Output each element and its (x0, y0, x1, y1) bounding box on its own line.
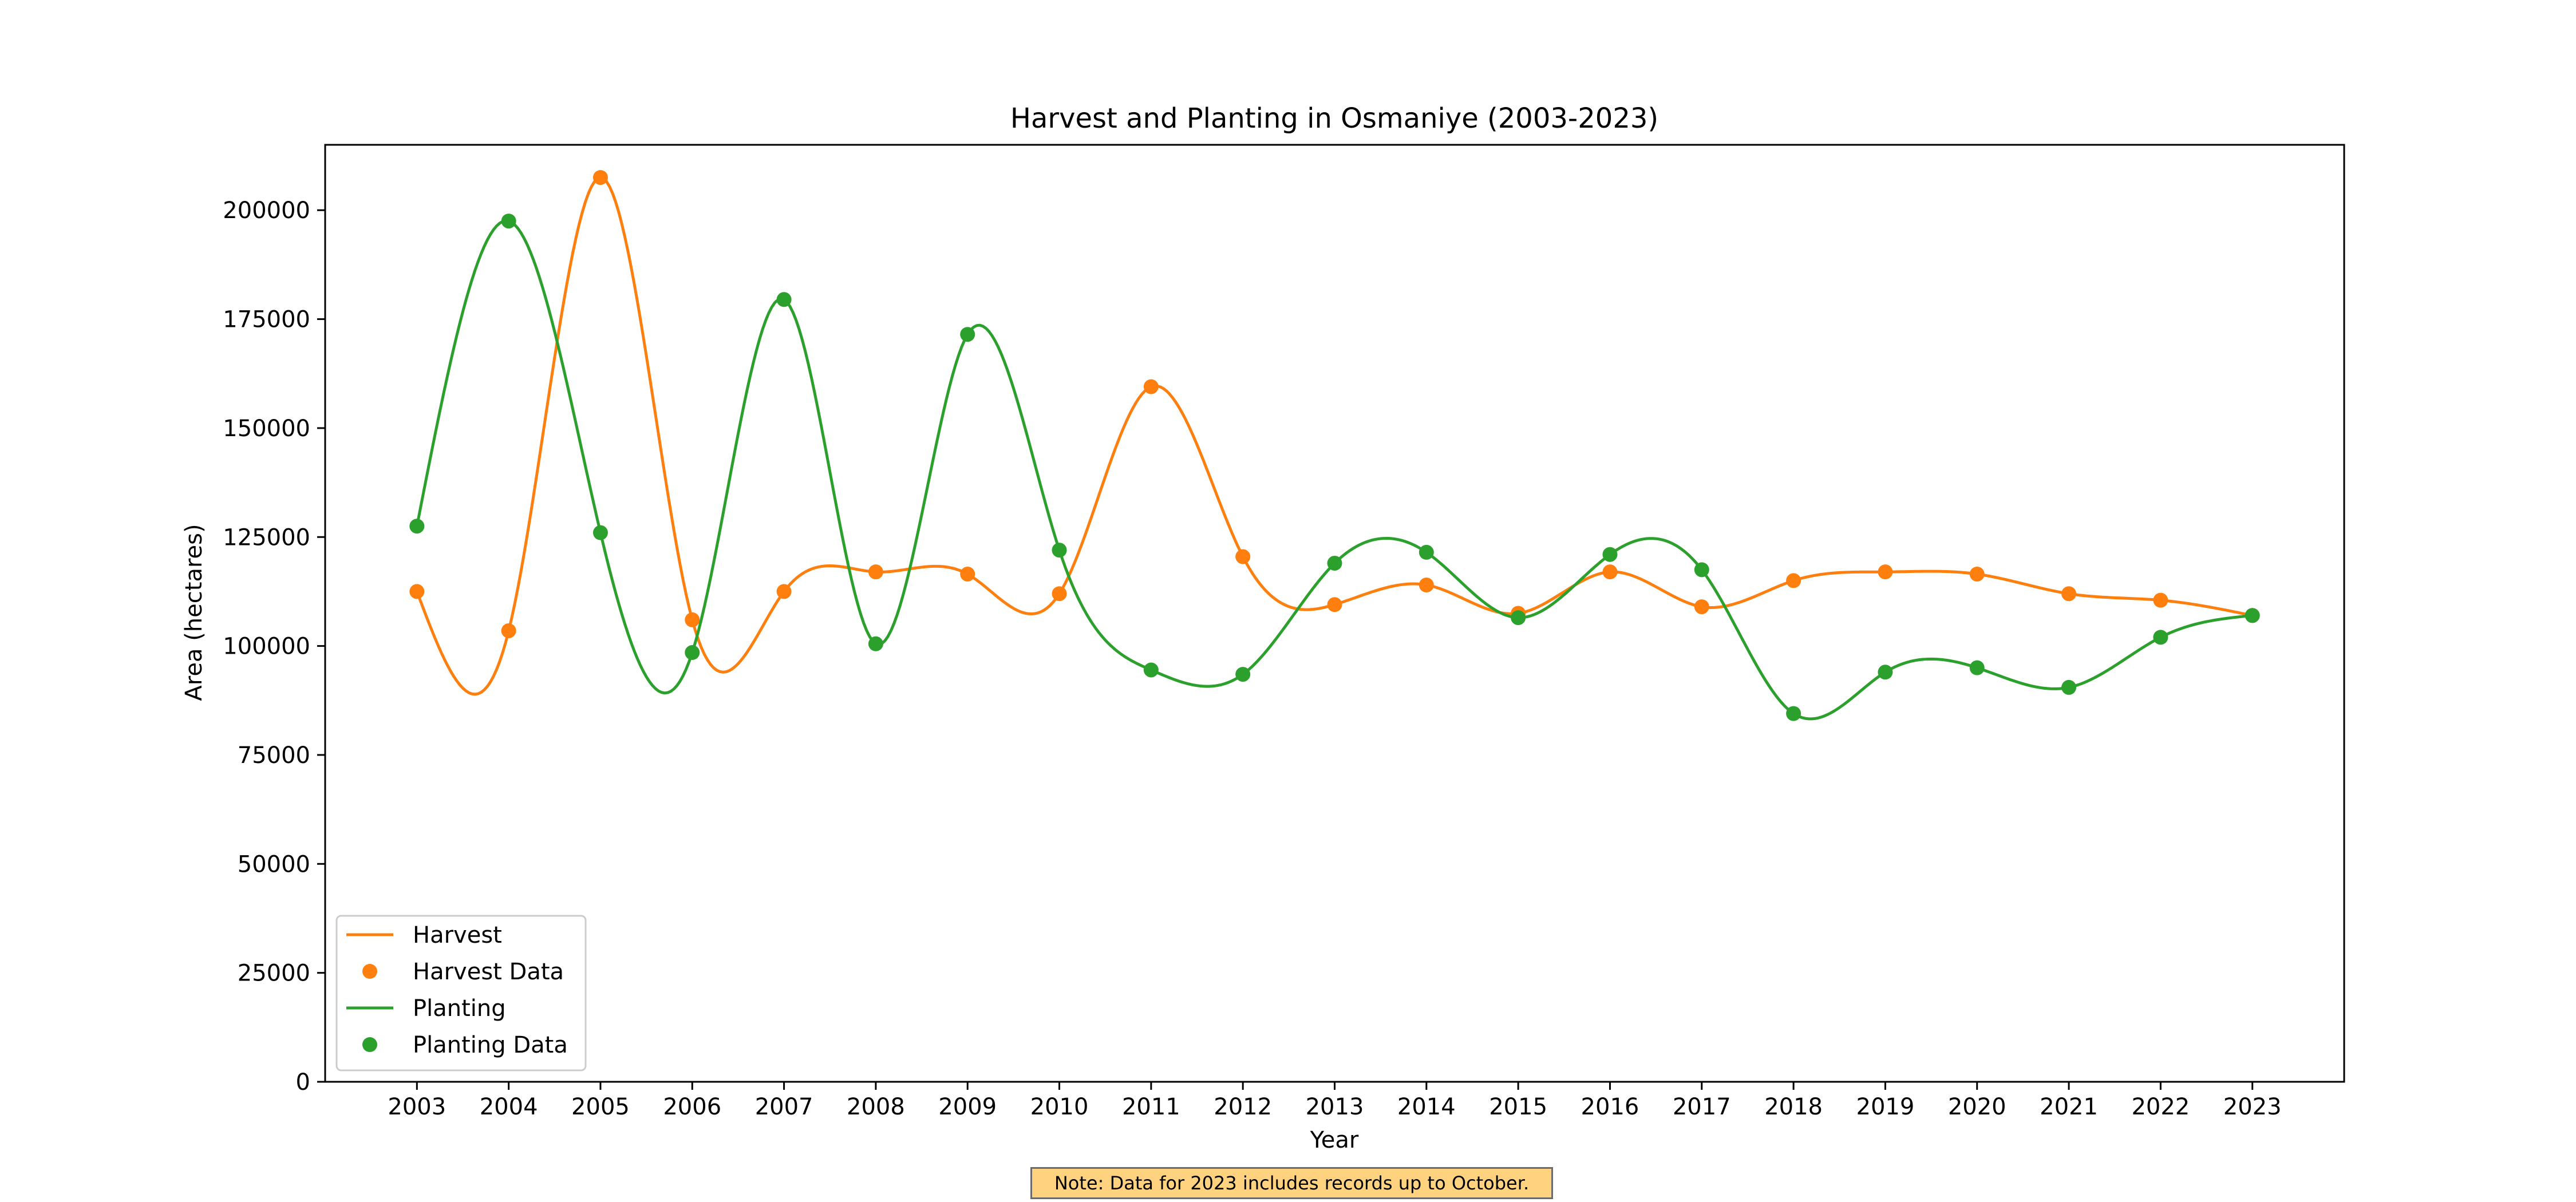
harvest-data-point (960, 566, 975, 582)
planting-data-point (685, 645, 700, 661)
x-tick-label: 2012 (1214, 1094, 1272, 1120)
x-axis-label: Year (1310, 1127, 1359, 1153)
x-tick-label: 2022 (2131, 1094, 2190, 1120)
harvest-data-point (1694, 599, 1709, 615)
y-tick-label: 50000 (238, 851, 310, 877)
harvest-data-point (1235, 549, 1251, 564)
x-tick-label: 2007 (755, 1094, 813, 1120)
harvest-data-point (501, 623, 516, 638)
x-tick-label: 2016 (1581, 1094, 1639, 1120)
harvest-data-point (685, 612, 700, 627)
harvest-data-point (868, 564, 883, 580)
x-tick-label: 2014 (1397, 1094, 1456, 1120)
planting-data-point (1143, 662, 1159, 678)
harvest-data-point (2061, 586, 2077, 602)
x-tick-label: 2003 (388, 1094, 446, 1120)
harvest-data-point (776, 584, 792, 599)
harvest-data-point (1602, 564, 1618, 580)
legend: Harvest Harvest Data Planting Planting Data (335, 915, 587, 1071)
planting-data-point (2153, 630, 2168, 645)
legend-label: Planting (413, 995, 506, 1022)
planting-data-point (2245, 608, 2260, 623)
x-tick-label: 2013 (1306, 1094, 1364, 1120)
note-text: Note: Data for 2023 includes records up … (1054, 1172, 1530, 1194)
planting-data-point (2061, 679, 2077, 695)
harvest-data-point (409, 584, 425, 599)
planting-data-point (1511, 610, 1526, 626)
harvest-data-point (1878, 564, 1893, 580)
planting-data-point (1969, 660, 1985, 675)
planting-data-point (1235, 667, 1251, 682)
planting-line (415, 219, 2253, 721)
planting-data-point (960, 327, 975, 342)
y-tick-label: 175000 (223, 307, 310, 333)
x-tick-label: 2015 (1489, 1094, 1547, 1120)
planting-data-point (1694, 562, 1709, 578)
planting-data-point (409, 519, 425, 534)
planting-data-point (868, 636, 883, 651)
x-tick-label: 2010 (1030, 1094, 1089, 1120)
harvest-data-point (1969, 566, 1985, 582)
harvest-data-point (1143, 379, 1159, 394)
harvest-data-point (1786, 573, 1801, 588)
x-tick-label: 2018 (1764, 1094, 1823, 1120)
x-tick-label: 2011 (1122, 1094, 1180, 1120)
harvest-data-point (1052, 586, 1067, 602)
planting-data-point (1327, 555, 1342, 571)
y-tick-label: 75000 (238, 742, 310, 769)
y-tick-label: 25000 (238, 960, 310, 987)
x-tick-label: 2023 (2223, 1094, 2282, 1120)
legend-swatch-marker (362, 1037, 377, 1052)
legend-label: Harvest (413, 922, 502, 948)
y-tick-label: 150000 (223, 416, 310, 442)
legend-swatch-marker (362, 964, 377, 979)
planting-data-point (501, 213, 516, 229)
y-tick-label: 125000 (223, 524, 310, 551)
planting-data-point (1052, 543, 1067, 558)
x-tick-label: 2006 (663, 1094, 721, 1120)
harvest-data-point (2153, 592, 2168, 608)
x-tick-label: 2009 (938, 1094, 997, 1120)
x-tick-label: 2008 (847, 1094, 905, 1120)
y-tick-label: 100000 (223, 634, 310, 660)
x-tick-label: 2019 (1856, 1094, 1915, 1120)
planting-data-point (1786, 706, 1801, 721)
x-tick-label: 2005 (571, 1094, 630, 1120)
planting-data-point (1878, 665, 1893, 680)
x-tick-label: 2020 (1948, 1094, 2006, 1120)
planting-data-point (776, 292, 792, 307)
plot-frame (324, 144, 2345, 1083)
y-tick-label: 0 (296, 1069, 310, 1096)
planting-data-point (1602, 547, 1618, 562)
x-tick-label: 2004 (480, 1094, 538, 1120)
harvest-data-point (1327, 597, 1342, 612)
harvest-data-point (592, 170, 608, 185)
y-axis-label: Area (hectares) (181, 524, 207, 701)
x-tick-label: 2017 (1673, 1094, 1731, 1120)
planting-data-point (592, 525, 608, 540)
note-box: Note: Data for 2023 includes records up … (1030, 1167, 1553, 1199)
legend-label: Harvest Data (413, 959, 564, 985)
x-tick-label: 2021 (2040, 1094, 2098, 1120)
legend-label: Planting Data (413, 1032, 568, 1058)
planting-data-point (1419, 544, 1434, 560)
y-tick-label: 200000 (223, 197, 310, 224)
harvest-data-point (1419, 578, 1434, 593)
chart-title: Harvest and Planting in Osmaniye (2003-2… (1010, 102, 1658, 135)
legend-frame (335, 915, 587, 1071)
